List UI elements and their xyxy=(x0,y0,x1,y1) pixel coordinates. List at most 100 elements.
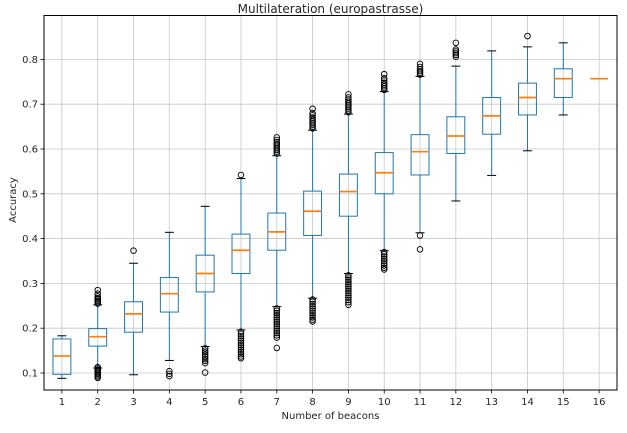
boxplot-group-11 xyxy=(410,60,430,253)
flier-point xyxy=(380,74,388,82)
flier-point xyxy=(309,112,316,119)
box-rect xyxy=(518,82,537,116)
x-tick-label: 4 xyxy=(166,397,172,408)
flier-point xyxy=(345,296,352,304)
flier-point xyxy=(201,359,209,367)
box-rect xyxy=(410,134,430,176)
y-tick-label: 0.4 xyxy=(22,234,38,245)
box-rect xyxy=(303,190,323,236)
x-tick-label: 11 xyxy=(414,397,427,408)
flier-point xyxy=(345,301,352,309)
flier-point xyxy=(273,325,281,332)
flier-point xyxy=(345,98,352,105)
flier-point xyxy=(309,305,316,312)
flier-point xyxy=(237,339,245,347)
box-rect xyxy=(553,68,573,98)
flier-point xyxy=(380,81,388,88)
flier-point xyxy=(380,266,388,273)
x-tick-label: 12 xyxy=(449,397,462,408)
flier-point xyxy=(273,344,281,352)
flier-point xyxy=(345,91,352,98)
flier-point xyxy=(345,276,352,284)
flier-point xyxy=(273,332,281,339)
boxplot-group-5 xyxy=(195,205,215,376)
flier-point xyxy=(273,307,281,314)
flier-point xyxy=(416,67,424,75)
flier-point xyxy=(309,314,316,321)
boxplot-group-3 xyxy=(124,247,143,376)
flier-point xyxy=(273,334,281,341)
flier-point xyxy=(201,347,209,354)
flier-point xyxy=(273,309,281,317)
flier-point xyxy=(273,320,281,328)
flier-point xyxy=(380,77,388,84)
flier-point xyxy=(273,134,281,141)
flier-point xyxy=(273,305,281,312)
flier-point xyxy=(416,246,424,253)
flier-point xyxy=(237,354,245,362)
flier-point xyxy=(380,251,388,258)
flier-point xyxy=(345,272,352,279)
boxplot-group-7 xyxy=(267,134,287,352)
flier-point xyxy=(201,353,209,361)
flier-point xyxy=(380,257,388,265)
flier-point xyxy=(309,116,316,123)
plot-background xyxy=(44,15,617,390)
flier-point xyxy=(237,353,245,360)
y-tick-label: 0.8 xyxy=(22,55,38,66)
flier-point xyxy=(309,298,316,306)
y-axis-label: Accuracy xyxy=(8,177,19,223)
flier-point xyxy=(380,262,388,269)
flier-point xyxy=(380,255,388,262)
flier-point xyxy=(345,292,352,299)
flier-point xyxy=(201,357,209,365)
flier-point xyxy=(416,232,424,239)
flier-point xyxy=(309,302,316,310)
flier-point xyxy=(524,32,531,40)
boxplot-group-4 xyxy=(159,231,179,380)
box-rect xyxy=(338,173,358,217)
flier-point xyxy=(380,259,388,267)
flier-point xyxy=(237,348,245,356)
boxplot-group-13 xyxy=(482,50,502,176)
box-rect xyxy=(124,301,143,333)
flier-point xyxy=(273,136,281,144)
flier-point xyxy=(416,60,424,68)
chart-title: Multilateration (europastrasse) xyxy=(238,2,424,16)
x-tick-label: 3 xyxy=(130,397,136,408)
flier-point xyxy=(94,374,101,382)
flier-point xyxy=(309,300,316,308)
x-tick-label: 7 xyxy=(274,397,280,408)
flier-point xyxy=(345,294,352,301)
flier-point xyxy=(380,264,388,271)
y-tick-label: 0.2 xyxy=(22,324,38,335)
x-axis-label: Number of beacons xyxy=(282,411,380,422)
flier-point xyxy=(201,349,209,356)
flier-point xyxy=(237,341,245,349)
plot-area: 0.10.20.30.40.50.60.70.81 2 3 4 5 6 7 8 9 10 11 12 1… xyxy=(22,15,618,408)
flier-point xyxy=(309,311,316,319)
flier-point xyxy=(380,253,388,260)
flier-point xyxy=(345,94,352,101)
flier-point xyxy=(201,355,209,363)
flier-point xyxy=(380,70,388,78)
boxplot-group-9 xyxy=(338,91,358,309)
y-tick-label: 0.7 xyxy=(22,100,38,111)
flier-point xyxy=(273,323,281,330)
flier-point xyxy=(309,109,316,117)
flier-point xyxy=(166,372,173,380)
flier-point xyxy=(345,287,352,295)
flier-point xyxy=(130,247,137,254)
plot-border xyxy=(43,15,618,391)
flier-point xyxy=(237,328,245,336)
flier-point xyxy=(94,290,101,297)
flier-point xyxy=(452,39,460,47)
flier-point xyxy=(166,370,173,378)
boxplot-group-14 xyxy=(518,32,537,152)
x-tick-label: 15 xyxy=(557,397,570,408)
flier-point xyxy=(345,298,352,306)
flier-point xyxy=(237,332,245,340)
flier-point xyxy=(273,139,281,146)
flier-point xyxy=(345,283,352,290)
flier-point xyxy=(345,274,352,281)
